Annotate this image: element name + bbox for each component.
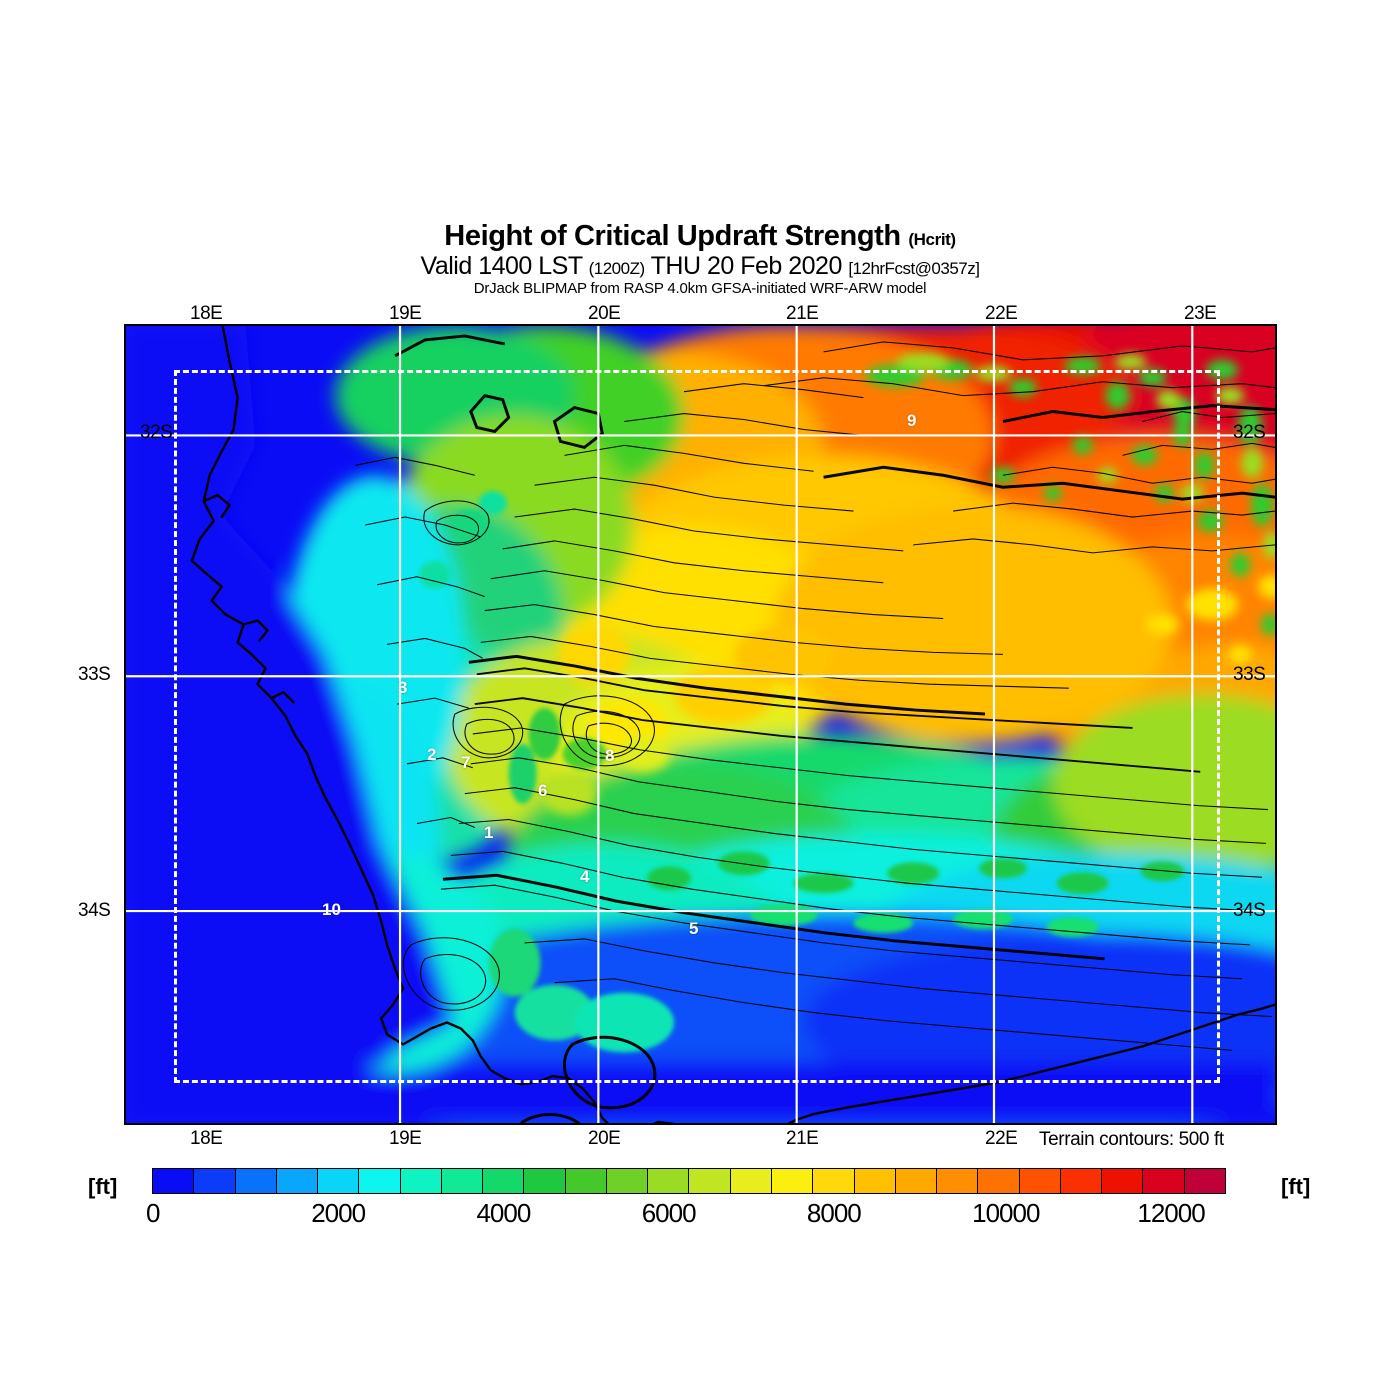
- colorbar-band: [1060, 1169, 1103, 1193]
- forecast-map[interactable]: 1 2 3 4 5 6 7 8 9 10: [124, 324, 1277, 1125]
- map-waypoint-9[interactable]: 9: [907, 411, 917, 430]
- lat-label-right-32S: 32S: [1233, 422, 1266, 443]
- main-title-text: Height of Critical Updraft Strength: [444, 220, 901, 252]
- map-waypoint-4[interactable]: 4: [580, 867, 590, 886]
- model-credit: DrJack BLIPMAP from RASP 4.0km GFSA-init…: [473, 279, 927, 297]
- title-parameter: (Hcrit): [908, 230, 956, 249]
- colorbar-band: [235, 1169, 277, 1193]
- colorbar-band: [648, 1169, 690, 1193]
- title-block: Height of Critical Updraft Strength (Hcr…: [0, 220, 1400, 297]
- colorbar-band: [689, 1169, 731, 1193]
- colorbar-tick-label: 4000: [476, 1198, 531, 1228]
- colorbar-band: [359, 1169, 401, 1193]
- lon-label-bottom-21E: 21E: [786, 1128, 819, 1149]
- colorbar-band: [318, 1169, 360, 1193]
- colorbar[interactable]: [152, 1168, 1226, 1194]
- colorbar-band: [194, 1169, 236, 1193]
- colorbar-band: [771, 1169, 814, 1193]
- terrain-contour-note: Terrain contours: 500 ft: [1037, 1129, 1226, 1151]
- colorbar-band: [153, 1169, 195, 1193]
- colorbar-band: [1184, 1169, 1225, 1193]
- valid-time-utc: (1200Z): [588, 258, 646, 278]
- lat-label-right-34S: 34S: [1233, 900, 1266, 921]
- colorbar-band: [1143, 1169, 1185, 1193]
- colorbar-tick-label: 12000: [1137, 1198, 1205, 1228]
- lon-label-bottom-20E: 20E: [588, 1128, 621, 1149]
- colorbar-band: [813, 1169, 855, 1193]
- map-waypoint-10[interactable]: 10: [322, 900, 341, 919]
- valid-time-local: Valid 1400 LST: [420, 251, 583, 280]
- map-waypoint-8[interactable]: 8: [605, 746, 615, 765]
- valid-date: THU 20 Feb 2020: [650, 251, 843, 280]
- colorbar-tick-label: 10000: [972, 1198, 1040, 1228]
- colorbar-band: [276, 1169, 319, 1193]
- lon-label-bottom-22E: 22E: [985, 1128, 1018, 1149]
- colorbar-tick-label: 8000: [806, 1198, 862, 1228]
- map-raster: [126, 326, 1275, 1123]
- lon-label-bottom-18E: 18E: [190, 1128, 223, 1149]
- model-domain-boundary: [174, 370, 1220, 1083]
- colorbar-band: [1102, 1169, 1144, 1193]
- lon-label-top-18E: 18E: [190, 303, 223, 324]
- valid-time-line: Valid 1400 LST (1200Z) THU 20 Feb 2020 […: [0, 251, 1400, 280]
- colorbar-band: [400, 1169, 442, 1193]
- colorbar-band: [483, 1169, 525, 1193]
- map-waypoint-3[interactable]: 3: [398, 678, 408, 697]
- map-waypoint-5[interactable]: 5: [689, 919, 699, 938]
- lat-label-right-33S: 33S: [1233, 664, 1266, 685]
- lon-label-bottom-19E: 19E: [389, 1128, 422, 1149]
- colorbar-band: [441, 1169, 484, 1193]
- colorbar-band: [854, 1169, 896, 1193]
- lon-label-top-21E: 21E: [786, 303, 819, 324]
- map-waypoint-6[interactable]: 6: [538, 781, 548, 800]
- lat-label-left-33S: 33S: [78, 664, 111, 685]
- map-waypoint-7[interactable]: 7: [461, 753, 471, 772]
- colorbar-unit-left: [ft]: [88, 1174, 118, 1199]
- lon-label-top-20E: 20E: [588, 303, 621, 324]
- colorbar-tick-label: 0: [146, 1198, 161, 1228]
- lat-label-left-34S: 34S: [78, 900, 111, 921]
- lon-label-top-22E: 22E: [985, 303, 1018, 324]
- colorbar-band: [524, 1169, 566, 1193]
- forecast-hour: [12hrFcst@0357z]: [848, 258, 980, 278]
- map-waypoint-1[interactable]: 1: [484, 823, 494, 842]
- colorbar-band: [606, 1169, 649, 1193]
- map-waypoint-2[interactable]: 2: [427, 745, 437, 764]
- lat-label-left-32S: 32S: [140, 422, 173, 443]
- colorbar-band: [895, 1169, 938, 1193]
- colorbar-band: [565, 1169, 607, 1193]
- colorbar-band: [730, 1169, 772, 1193]
- colorbar-tick-label: 6000: [641, 1198, 697, 1228]
- colorbar-band: [1019, 1169, 1061, 1193]
- colorbar-tick-label: 2000: [311, 1198, 366, 1228]
- lon-label-top-19E: 19E: [389, 303, 422, 324]
- colorbar-band: [978, 1169, 1020, 1193]
- page-title: Height of Critical Updraft Strength (Hcr…: [0, 220, 1400, 252]
- colorbar-panel: [ft] [ft] 0 2000 4000 6000 8000 10000 12000: [0, 1160, 1400, 1240]
- lon-label-top-23E: 23E: [1184, 303, 1217, 324]
- colorbar-band: [937, 1169, 979, 1193]
- colorbar-unit-right: [ft]: [1281, 1174, 1311, 1199]
